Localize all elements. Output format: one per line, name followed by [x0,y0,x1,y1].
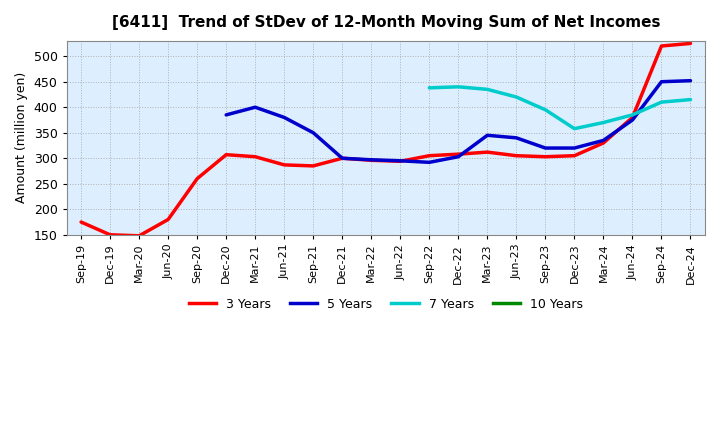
5 Years [686,78,695,83]
3 Years [425,153,433,158]
5 Years [396,158,405,163]
5 Years [367,157,376,162]
5 Years [222,112,230,117]
3 Years [77,220,86,225]
7 Years [628,112,636,117]
5 Years [628,117,636,123]
5 Years [280,115,289,120]
Line: 5 Years: 5 Years [226,81,690,162]
3 Years [164,217,173,222]
Line: 7 Years: 7 Years [429,87,690,128]
3 Years [483,150,492,155]
5 Years [512,135,521,140]
7 Years [686,97,695,102]
7 Years [512,94,521,99]
3 Years [454,151,463,157]
3 Years [338,156,346,161]
5 Years [425,160,433,165]
3 Years [396,159,405,164]
3 Years [657,44,666,49]
3 Years [309,163,318,169]
Line: 3 Years: 3 Years [81,44,690,236]
5 Years [483,132,492,138]
5 Years [599,138,608,143]
3 Years [599,140,608,146]
5 Years [454,154,463,159]
3 Years [541,154,549,159]
3 Years [193,176,202,181]
3 Years [280,162,289,168]
7 Years [541,107,549,112]
5 Years [251,105,259,110]
3 Years [367,158,376,163]
5 Years [309,130,318,136]
7 Years [483,87,492,92]
3 Years [628,115,636,120]
7 Years [425,85,433,91]
7 Years [570,126,579,131]
7 Years [454,84,463,89]
3 Years [251,154,259,159]
3 Years [222,152,230,158]
Legend: 3 Years, 5 Years, 7 Years, 10 Years: 3 Years, 5 Years, 7 Years, 10 Years [184,293,588,316]
5 Years [570,145,579,150]
3 Years [686,41,695,46]
3 Years [512,153,521,158]
3 Years [135,233,143,238]
Y-axis label: Amount (million yen): Amount (million yen) [15,72,28,203]
3 Years [570,153,579,158]
Title: [6411]  Trend of StDev of 12-Month Moving Sum of Net Incomes: [6411] Trend of StDev of 12-Month Moving… [112,15,660,30]
5 Years [541,145,549,150]
7 Years [657,99,666,105]
5 Years [338,156,346,161]
3 Years [106,232,114,238]
5 Years [657,79,666,84]
7 Years [599,120,608,125]
